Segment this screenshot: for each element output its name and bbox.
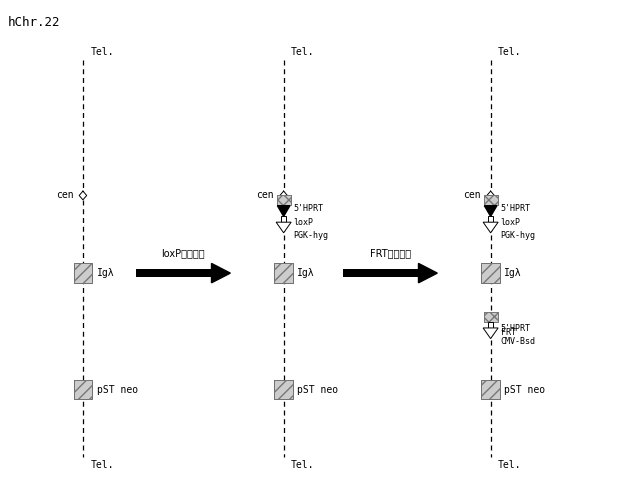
Bar: [343, 269, 418, 278]
Polygon shape: [484, 205, 497, 216]
Text: Tel.: Tel.: [291, 47, 314, 57]
Text: Tel.: Tel.: [291, 460, 314, 470]
Text: Tel.: Tel.: [498, 47, 522, 57]
Text: Igλ: Igλ: [97, 268, 115, 278]
Text: hChr.22: hChr.22: [8, 16, 60, 29]
Bar: [277, 196, 290, 205]
Polygon shape: [488, 216, 493, 222]
Polygon shape: [281, 216, 286, 222]
Bar: [74, 380, 93, 399]
Text: cen: cen: [256, 190, 274, 201]
Bar: [74, 380, 93, 399]
Text: pST neo: pST neo: [97, 385, 138, 395]
Text: Tel.: Tel.: [498, 460, 522, 470]
Bar: [481, 380, 500, 399]
Text: cen: cen: [56, 190, 74, 201]
Bar: [274, 380, 293, 399]
Bar: [484, 312, 498, 322]
Text: CMV-Bsd: CMV-Bsd: [501, 337, 536, 346]
Bar: [136, 269, 212, 278]
Polygon shape: [483, 222, 498, 233]
Text: PGK-hyg: PGK-hyg: [501, 231, 536, 241]
Polygon shape: [487, 191, 495, 200]
Bar: [481, 380, 500, 399]
Text: loxP配列挿入: loxP配列挿入: [161, 248, 205, 259]
Text: PGK-hyg: PGK-hyg: [294, 231, 329, 241]
Text: 5'HPRT: 5'HPRT: [501, 204, 530, 213]
Polygon shape: [280, 191, 287, 200]
Polygon shape: [79, 191, 87, 200]
Bar: [274, 264, 293, 283]
Text: loxP: loxP: [501, 218, 520, 227]
Polygon shape: [483, 328, 498, 339]
Polygon shape: [488, 322, 493, 328]
Text: pST neo: pST neo: [297, 385, 338, 395]
Text: Tel.: Tel.: [91, 460, 114, 470]
Text: FRT: FRT: [501, 328, 516, 337]
Bar: [484, 312, 498, 322]
Polygon shape: [212, 264, 231, 283]
Text: 5'HPRT: 5'HPRT: [501, 324, 530, 333]
Bar: [481, 264, 500, 283]
Bar: [277, 196, 290, 205]
Text: cen: cen: [464, 190, 481, 201]
Text: Igλ: Igλ: [505, 268, 522, 278]
Bar: [484, 196, 498, 205]
Bar: [274, 380, 293, 399]
Bar: [74, 264, 93, 283]
Bar: [274, 264, 293, 283]
Bar: [484, 196, 498, 205]
Text: FRT配列挿入: FRT配列挿入: [370, 248, 411, 259]
Text: pST neo: pST neo: [505, 385, 546, 395]
Text: 5'HPRT: 5'HPRT: [294, 204, 324, 213]
Text: Tel.: Tel.: [91, 47, 114, 57]
Polygon shape: [276, 222, 291, 233]
Bar: [74, 264, 93, 283]
Text: Igλ: Igλ: [297, 268, 315, 278]
Polygon shape: [277, 205, 290, 216]
Polygon shape: [418, 264, 437, 283]
Text: loxP: loxP: [294, 218, 314, 227]
Bar: [481, 264, 500, 283]
